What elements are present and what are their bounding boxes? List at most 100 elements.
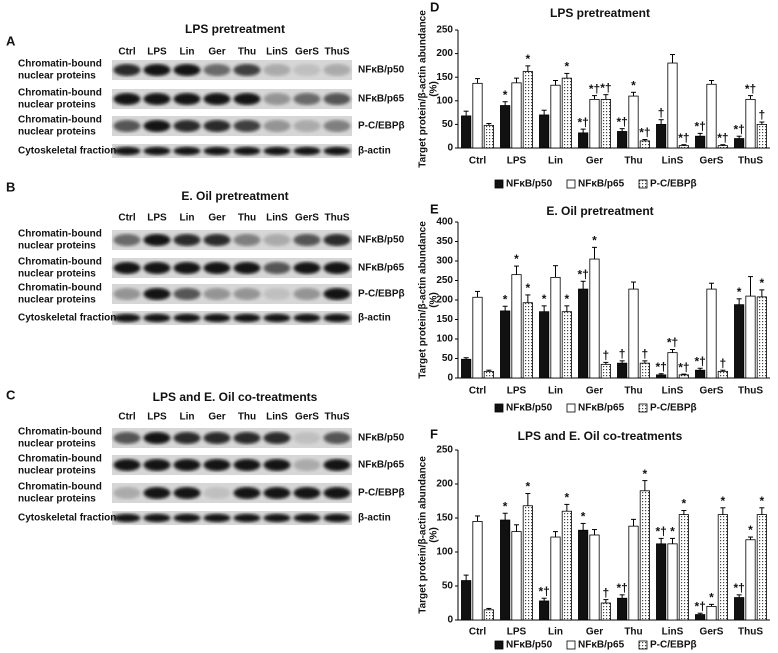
blot-band	[293, 146, 321, 156]
lane-label: LinS	[266, 412, 288, 423]
bar	[522, 302, 533, 379]
blot-band	[113, 93, 141, 105]
bar	[589, 98, 600, 149]
blot-strip	[112, 60, 352, 80]
blot-band	[263, 459, 291, 471]
significance-marker: *†	[733, 122, 744, 136]
bar	[628, 288, 639, 379]
panel-letter: E	[430, 201, 439, 216]
y-tick-label: 250	[436, 25, 453, 36]
bar	[695, 614, 706, 621]
y-tick-label: 100	[436, 95, 453, 106]
bar	[600, 602, 611, 621]
bar	[550, 84, 561, 149]
blot-band	[233, 432, 261, 444]
bar	[656, 543, 667, 621]
x-tick-label: LPS	[507, 156, 527, 167]
protein-label: NFκB/p50	[358, 433, 405, 444]
significance-marker: †	[603, 349, 610, 363]
blot-band	[173, 288, 201, 300]
blot-band	[203, 93, 231, 105]
chart-title: LPS pretreatment	[550, 6, 650, 20]
y-axis-label: (%)	[429, 527, 440, 543]
significance-marker: *	[592, 234, 597, 248]
x-tick-label: Lin	[548, 156, 563, 167]
significance-marker: †	[720, 356, 727, 370]
blot-band	[113, 432, 141, 444]
significance-marker: *	[631, 78, 636, 92]
blot-band	[233, 234, 261, 246]
bar	[667, 352, 678, 379]
bar	[483, 124, 494, 149]
blot-band	[203, 487, 231, 499]
fraction-label: nuclear proteins	[18, 494, 96, 505]
x-tick-label: Ctrl	[469, 627, 486, 638]
blot-band	[293, 313, 321, 323]
significance-marker: *	[760, 494, 765, 508]
protein-label: NFκB/p50	[358, 235, 405, 246]
y-tick-label: 150	[436, 314, 453, 325]
bar	[522, 505, 533, 621]
blot-band	[233, 146, 261, 156]
x-tick-label: ThuS	[738, 156, 763, 167]
blot-band	[263, 93, 291, 105]
bar	[539, 311, 550, 379]
blot-strip	[112, 284, 352, 304]
fraction-label: Cytoskeletal fraction	[18, 313, 116, 324]
blot-band	[323, 459, 351, 471]
blot-band	[263, 120, 291, 132]
lane-label: Thu	[238, 47, 256, 58]
blot-band	[113, 64, 141, 76]
blot-band	[263, 313, 291, 323]
blot-strip	[112, 116, 352, 136]
blot-band	[323, 513, 351, 523]
lane-label: Lin	[180, 47, 195, 58]
blot-band	[143, 64, 171, 76]
fraction-label: nuclear proteins	[18, 100, 96, 111]
legend-label: NFκB/p65	[578, 179, 625, 190]
significance-marker: *	[737, 285, 742, 299]
significance-marker: *†	[733, 581, 744, 595]
lane-label: LinS	[266, 47, 288, 58]
blot-band	[293, 288, 321, 300]
bar	[578, 288, 589, 379]
significance-marker: *	[514, 252, 519, 266]
blot-band	[233, 313, 261, 323]
legend-label: NFκB/p50	[506, 179, 553, 190]
y-tick-label: 200	[436, 295, 453, 306]
chart-title: E. Oil pretreatment	[546, 204, 653, 218]
x-tick-label: GerS	[700, 627, 724, 638]
y-tick-label: 250	[436, 275, 453, 286]
significance-marker: *†	[717, 131, 728, 145]
bar	[756, 124, 767, 149]
y-tick-label: 350	[436, 236, 453, 247]
bar	[483, 370, 494, 379]
y-tick-label: 250	[436, 445, 453, 456]
bar	[628, 95, 639, 149]
blot-band	[233, 64, 261, 76]
legend-swatch	[494, 179, 504, 189]
blot-band	[293, 234, 321, 246]
bar	[656, 124, 667, 149]
blot-band	[173, 432, 201, 444]
legend-swatch	[566, 640, 576, 650]
blot-band	[233, 120, 261, 132]
significance-marker: *	[670, 525, 675, 539]
blot-band	[203, 64, 231, 76]
bar	[461, 358, 472, 379]
lane-label: Lin	[180, 213, 195, 224]
y-tick-label: 150	[436, 513, 453, 524]
legend-label: NFκB/p65	[578, 403, 625, 414]
significance-marker: *	[503, 292, 508, 306]
lane-label: Ctrl	[118, 47, 135, 58]
significance-marker: *†	[694, 599, 705, 613]
significance-marker: †	[658, 106, 665, 120]
bar	[472, 82, 483, 149]
significance-marker: *†	[616, 581, 627, 595]
blot-band	[293, 262, 321, 274]
significance-marker: *	[709, 591, 714, 605]
bar	[561, 77, 572, 149]
significance-marker: *†	[589, 82, 600, 96]
blot-band	[293, 487, 321, 499]
lane-label: GerS	[295, 213, 319, 224]
